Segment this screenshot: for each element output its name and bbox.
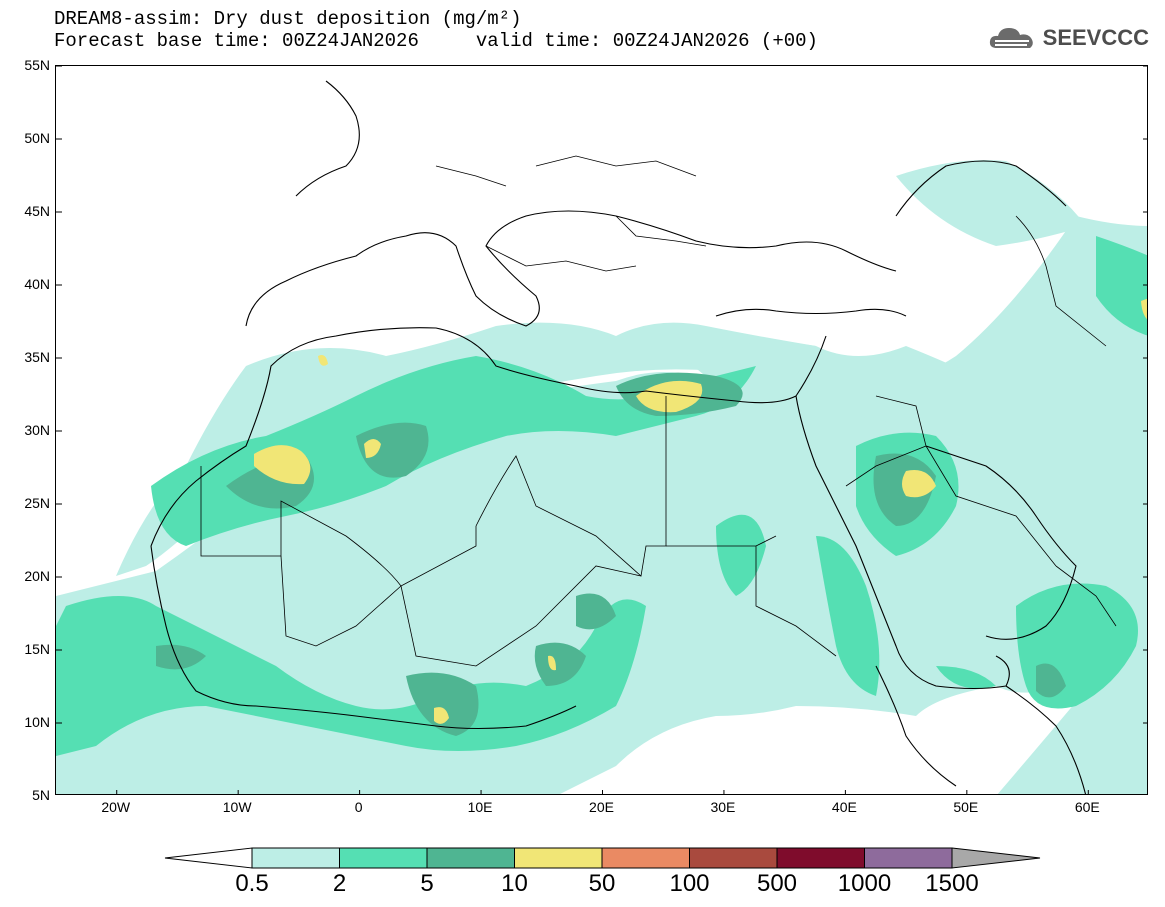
lon-label-20E: 20E [589,799,614,815]
colorbar-swatch [251,847,340,869]
colorbar-label: 10 [501,870,528,897]
colorbar-label: 50 [589,870,616,897]
colorbar: 0.5 2 5 10 50 100 500 1000 1500 [164,847,1041,897]
lat-label-30N: 30N [24,422,50,438]
lat-label-20N: 20N [24,568,50,584]
lat-label-35N: 35N [24,349,50,365]
colorbar-swatch [864,847,953,869]
colorbar-labels: 0.5 2 5 10 50 100 500 1000 1500 [235,870,978,897]
colorbar-label: 2 [333,870,346,897]
lat-label-45N: 45N [24,203,50,219]
colorbar-swatch [426,847,515,869]
lon-label-20W: 20W [101,799,131,815]
lat-label-50N: 50N [24,130,50,146]
country-borders [200,155,1117,667]
forecast-time-subtitle: Forecast base time: 00Z24JAN2026 valid t… [54,30,818,52]
lon-label-60E: 60E [1075,799,1100,815]
lon-label-50E: 50E [953,799,978,815]
map-title: DREAM8-assim: Dry dust deposition (mg/m²… [54,8,522,30]
logo-text: SEEVCCC [1042,25,1149,50]
colorbar-swatch [689,847,778,869]
axis-ticks [56,66,1147,794]
colorbar-swatch [776,847,865,869]
lon-label-40E: 40E [832,799,857,815]
lon-label-10E: 10E [468,799,493,815]
lat-label-55N: 55N [24,57,50,73]
colorbar-swatch [514,847,603,869]
colorbar-label: 5 [420,870,433,897]
map-canvas [56,66,1147,794]
lon-label-0: 0 [355,799,363,815]
lat-label-15N: 15N [24,641,50,657]
lon-label-10W: 10W [223,799,253,815]
lat-label-5N: 5N [32,787,50,803]
colorbar-min-arrow [164,847,253,869]
cloud-icon [989,28,1033,48]
lat-label-25N: 25N [24,495,50,511]
colorbar-max-arrow [951,847,1041,869]
colorbar-label: 100 [669,870,709,897]
seevccc-logo: SEEVCCC [987,24,1149,52]
lat-label-40N: 40N [24,276,50,292]
lat-label-10N: 10N [24,714,50,730]
coastlines [150,80,1087,794]
latitude-labels: 55N 50N 45N 40N 35N 30N 25N 20N 15N 10N 5N [24,57,50,803]
lon-label-30E: 30E [710,799,735,815]
colorbar-label: 1000 [838,870,891,897]
longitude-labels: 20W 10W 0 10E 20E 30E 40E 50E 60E [101,799,1099,815]
colorbar-swatches [164,847,1041,869]
colorbar-label: 0.5 [235,870,268,897]
colorbar-label: 1500 [925,870,978,897]
colorbar-swatch [601,847,690,869]
colorbar-label: 500 [757,870,797,897]
dust-deposition-map [55,65,1148,795]
colorbar-swatch [339,847,428,869]
deposition-layer-10-50 [254,298,1147,724]
